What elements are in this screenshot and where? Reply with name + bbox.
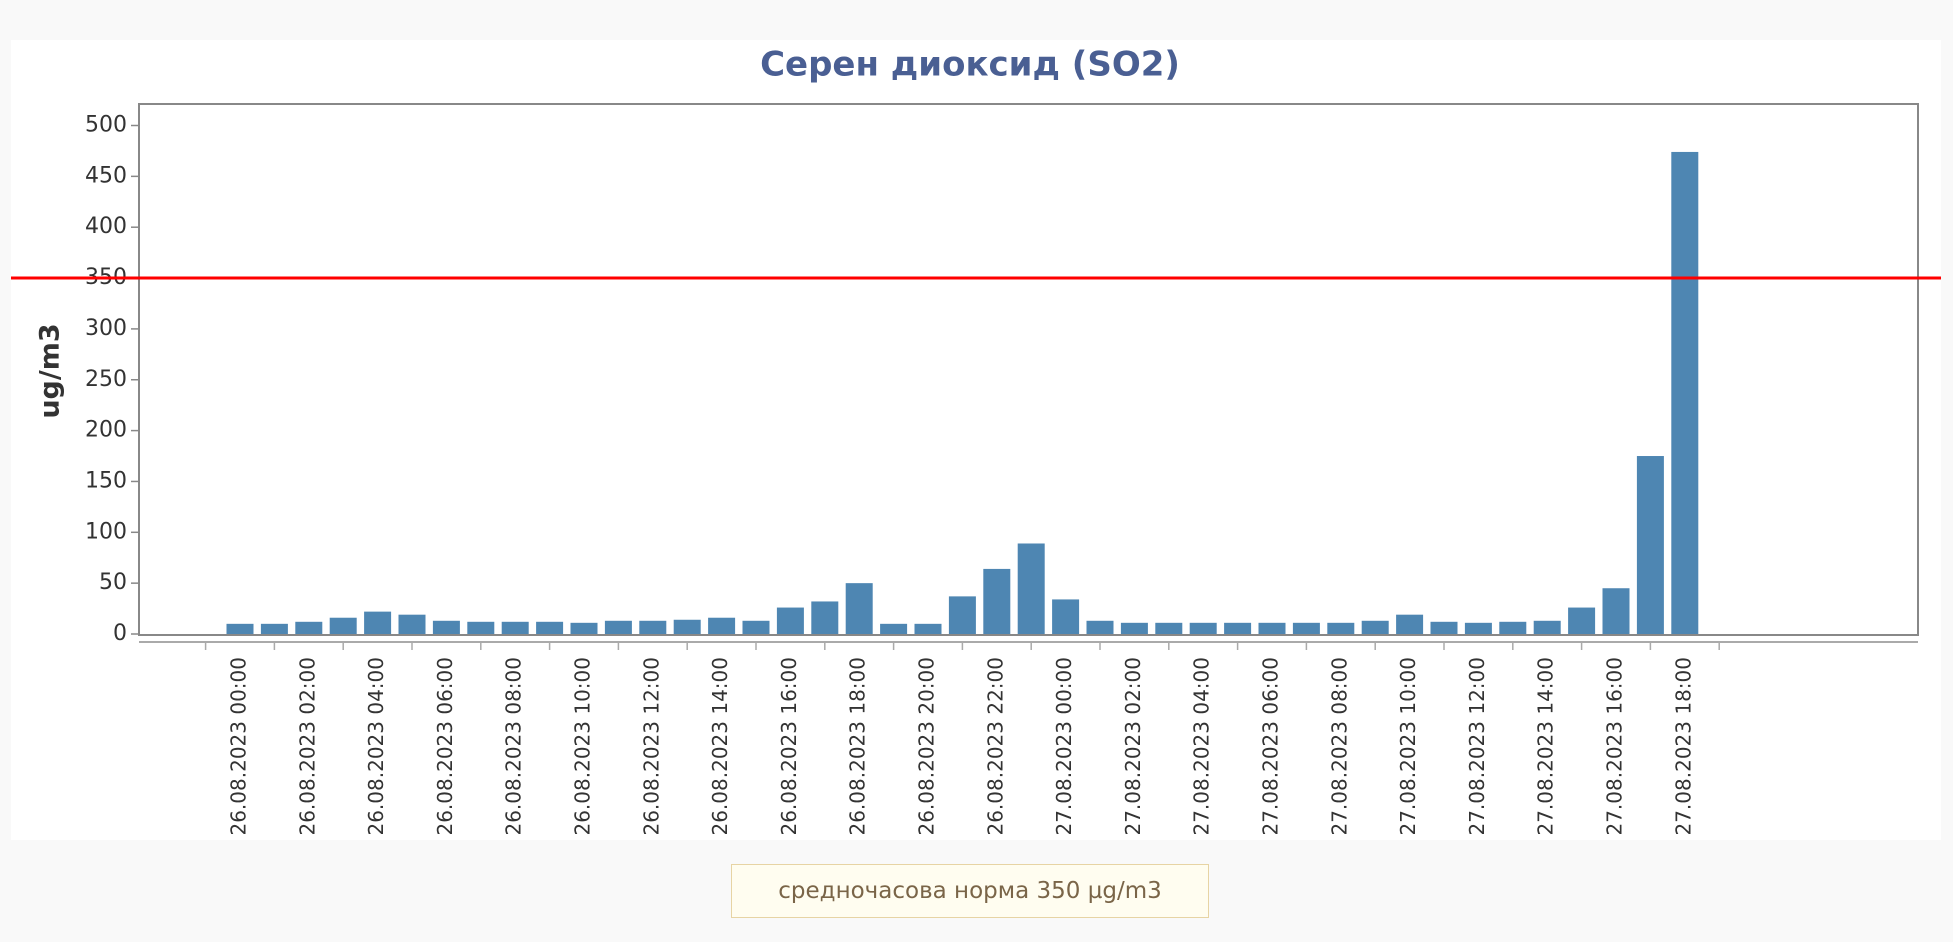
x-tick-label: 26.08.2023 20:00	[915, 657, 939, 836]
bar	[1396, 614, 1424, 634]
x-tick-label: 26.08.2023 12:00	[639, 657, 663, 836]
x-tick-label: 27.08.2023 04:00	[1190, 657, 1214, 836]
x-tick-label: 26.08.2023 22:00	[983, 657, 1007, 836]
x-tick-label: 27.08.2023 06:00	[1259, 657, 1283, 836]
so2-bar-chart: Серен диоксид (SO2) ug/m3 0 50 100 150 200 25…	[11, 45, 1941, 836]
y-tick-label: 300	[85, 316, 127, 341]
bar	[948, 596, 976, 634]
x-axis-ticks: 26.08.2023 00:00 26.08.2023 02:00 26.08.20…	[204, 642, 1720, 836]
bar	[1568, 607, 1596, 634]
bar	[260, 623, 288, 634]
x-tick-label: 26.08.2023 00:00	[227, 657, 251, 836]
bar	[329, 617, 357, 634]
bar	[501, 621, 529, 634]
bar	[1327, 622, 1355, 634]
bar	[1499, 621, 1527, 634]
bar	[1636, 456, 1664, 634]
x-tick-label: 27.08.2023 16:00	[1603, 657, 1627, 836]
bar	[604, 620, 632, 634]
bar	[226, 623, 254, 634]
bar	[1224, 622, 1252, 634]
bar	[1671, 151, 1699, 634]
bar	[1430, 621, 1458, 634]
x-tick-label: 27.08.2023 02:00	[1121, 657, 1145, 836]
bar	[1155, 622, 1183, 634]
bar	[1361, 620, 1389, 634]
bar	[845, 583, 873, 634]
y-tick-label: 50	[99, 570, 127, 595]
y-tick-label: 500	[85, 113, 127, 138]
bar	[880, 623, 908, 634]
bar	[295, 621, 323, 634]
x-tick-label: 26.08.2023 02:00	[295, 657, 319, 836]
x-tick-label: 27.08.2023 08:00	[1327, 657, 1351, 836]
norm-note: средночасова норма 350 µg/m3	[731, 864, 1209, 918]
x-tick-label: 26.08.2023 10:00	[571, 657, 595, 836]
y-axis-label: ug/m3	[35, 323, 66, 418]
bars	[226, 151, 1699, 634]
y-tick-label: 250	[85, 367, 127, 392]
y-tick-label: 150	[85, 468, 127, 493]
bar	[364, 611, 392, 634]
bar	[983, 568, 1011, 634]
bar	[536, 621, 564, 634]
bar	[1017, 543, 1045, 634]
bar	[467, 621, 495, 634]
x-tick-label: 26.08.2023 16:00	[777, 657, 801, 836]
x-tick-label: 26.08.2023 04:00	[364, 657, 388, 836]
bar	[398, 614, 426, 634]
x-tick-label: 27.08.2023 18:00	[1671, 657, 1695, 836]
y-tick-label: 100	[85, 519, 127, 544]
bar	[432, 620, 460, 634]
bar	[1189, 622, 1217, 634]
bar	[1292, 622, 1320, 634]
bar	[1120, 622, 1148, 634]
x-tick-label: 27.08.2023 14:00	[1534, 657, 1558, 836]
bar	[1464, 622, 1492, 634]
bar	[639, 620, 667, 634]
y-tick-label: 450	[85, 163, 127, 188]
chart-title: Серен диоксид (SO2)	[760, 45, 1180, 85]
x-tick-label: 27.08.2023 00:00	[1052, 657, 1076, 836]
x-tick-label: 26.08.2023 08:00	[502, 657, 526, 836]
bar	[914, 623, 942, 634]
bar	[776, 607, 804, 634]
bar	[570, 622, 598, 634]
bar	[708, 617, 736, 634]
x-tick-label: 27.08.2023 12:00	[1465, 657, 1489, 836]
bar	[811, 601, 839, 634]
x-tick-label: 26.08.2023 18:00	[846, 657, 870, 836]
bar	[1602, 588, 1630, 634]
bar	[673, 619, 701, 634]
x-tick-label: 27.08.2023 10:00	[1396, 657, 1420, 836]
bar	[742, 620, 770, 634]
y-tick-label: 0	[113, 621, 127, 646]
bar	[1258, 622, 1286, 634]
chart-panel: Серен диоксид (SO2) ug/m3 0 50 100 150 200 25…	[11, 40, 1941, 840]
x-tick-label: 26.08.2023 14:00	[708, 657, 732, 836]
bar	[1052, 599, 1080, 634]
bar	[1533, 620, 1561, 634]
bar	[1086, 620, 1114, 634]
x-tick-label: 26.08.2023 06:00	[433, 657, 457, 836]
y-tick-label: 200	[85, 418, 127, 443]
y-tick-label: 400	[85, 214, 127, 239]
